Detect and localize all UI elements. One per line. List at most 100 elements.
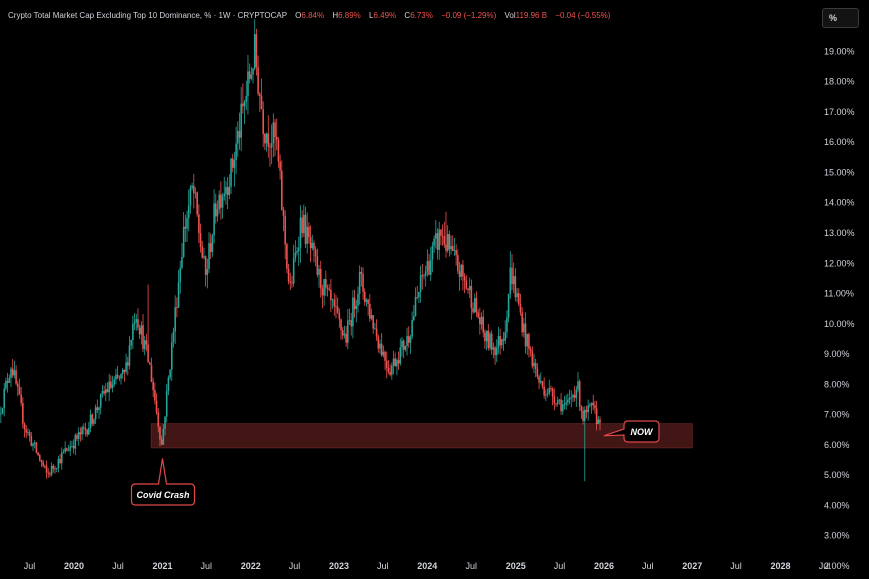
candle-body bbox=[448, 234, 451, 250]
candle-body bbox=[582, 410, 584, 421]
candle-body bbox=[521, 312, 523, 333]
candle-body bbox=[567, 399, 569, 403]
candle-body bbox=[553, 396, 556, 404]
candle-body bbox=[165, 390, 168, 417]
time-tick-label: Jul bbox=[819, 561, 831, 571]
candle-body bbox=[94, 407, 97, 420]
candle-body bbox=[304, 214, 307, 244]
candle-body bbox=[323, 279, 325, 296]
candle-body bbox=[228, 186, 231, 196]
candle-body bbox=[413, 316, 415, 320]
candle-body bbox=[597, 419, 600, 424]
time-tick-label: Jul bbox=[642, 561, 654, 571]
candle-body bbox=[159, 426, 161, 440]
price-tick-label: 6.00% bbox=[824, 440, 850, 450]
candle-body bbox=[47, 472, 50, 474]
price-tick-label: 10.00% bbox=[824, 319, 855, 329]
chart-title: Crypto Total Market Cap Excluding Top 10… bbox=[8, 11, 287, 20]
candle-body bbox=[91, 414, 94, 424]
price-tick-label: 16.00% bbox=[824, 137, 855, 147]
candle-body bbox=[319, 268, 322, 289]
candle-body bbox=[28, 432, 31, 436]
candle-body bbox=[292, 258, 295, 284]
volume-change-value: −0.04 (−0.55%) bbox=[555, 11, 611, 20]
candle-body bbox=[79, 432, 82, 435]
candle-body bbox=[226, 187, 229, 196]
candle-body bbox=[89, 414, 92, 428]
candle-body bbox=[286, 244, 288, 269]
time-tick-label: Jul bbox=[554, 561, 566, 571]
candle-body bbox=[536, 368, 539, 377]
price-tick-label: 13.00% bbox=[824, 228, 855, 238]
candle-body bbox=[57, 458, 60, 468]
candle-body bbox=[120, 373, 122, 379]
candle-body bbox=[592, 402, 595, 406]
price-tick-label: 3.00% bbox=[824, 531, 850, 541]
candle-body bbox=[192, 185, 195, 194]
candle-body bbox=[130, 339, 132, 346]
percent-scale-button[interactable]: % bbox=[822, 8, 859, 28]
candle-body bbox=[25, 429, 28, 433]
candle-body bbox=[296, 251, 298, 253]
candle-body bbox=[118, 377, 121, 379]
candle-body bbox=[487, 330, 490, 349]
candle-body bbox=[538, 376, 540, 383]
candle-body bbox=[477, 312, 479, 318]
candle-body bbox=[132, 324, 134, 340]
candle-body bbox=[264, 133, 266, 144]
candle-body bbox=[0, 413, 2, 415]
candle-body bbox=[479, 317, 481, 325]
price-axis[interactable]: 2.00% 3.00% 4.00% 5.00% 6.00% 7.00% 8.00% 9.00%… bbox=[824, 16, 855, 571]
candle-body bbox=[257, 67, 259, 94]
candle-body bbox=[424, 271, 427, 276]
candle-body bbox=[511, 267, 513, 285]
candle-body bbox=[62, 451, 65, 453]
candle-body bbox=[435, 233, 437, 239]
candle-body bbox=[369, 303, 371, 319]
candle-body bbox=[455, 250, 457, 256]
candle-body bbox=[353, 297, 356, 310]
candle-body bbox=[218, 194, 220, 210]
candle-body bbox=[318, 268, 320, 275]
candle-body bbox=[436, 233, 439, 250]
covid-crash-callout bbox=[130, 458, 196, 506]
price-tick-label: 7.00% bbox=[824, 410, 850, 420]
candle-body bbox=[247, 71, 249, 96]
candle-body bbox=[66, 448, 68, 451]
candle-body bbox=[196, 192, 198, 215]
time-tick-label: 2025 bbox=[506, 561, 526, 571]
candle-body bbox=[242, 103, 244, 107]
candle-body bbox=[157, 412, 160, 427]
time-tick-label: 2027 bbox=[682, 561, 702, 571]
candle-body bbox=[30, 435, 33, 446]
candle-body bbox=[314, 249, 317, 257]
low-label: L bbox=[369, 11, 374, 20]
candle-body bbox=[414, 297, 417, 317]
candle-body bbox=[533, 362, 535, 367]
candle-body bbox=[179, 267, 182, 283]
candle-body bbox=[558, 399, 561, 401]
time-axis[interactable]: Jul 2020 Jul 2021 Jul 2022 Jul 2023 Jul 2024 Jul 20… bbox=[24, 561, 831, 571]
candle-body bbox=[32, 443, 34, 446]
candle-body bbox=[287, 268, 290, 282]
candle-body bbox=[267, 133, 270, 147]
price-tick-label: 4.00% bbox=[824, 500, 850, 510]
candle-body bbox=[82, 427, 85, 429]
open-label: O bbox=[295, 11, 302, 20]
candle-body bbox=[13, 370, 16, 376]
candle-body bbox=[140, 325, 143, 335]
candle-body bbox=[499, 336, 501, 346]
candle-body bbox=[152, 382, 154, 391]
candle-body bbox=[72, 446, 75, 449]
candle-body bbox=[426, 261, 429, 272]
candle-body bbox=[99, 393, 102, 408]
candle-body bbox=[441, 235, 444, 237]
candle-body bbox=[291, 282, 293, 284]
candle-body bbox=[545, 394, 547, 396]
candle-body bbox=[45, 466, 48, 473]
candle-body bbox=[421, 275, 424, 277]
candle-body bbox=[115, 374, 117, 380]
candle-body bbox=[279, 161, 281, 171]
candle-body bbox=[550, 387, 552, 389]
